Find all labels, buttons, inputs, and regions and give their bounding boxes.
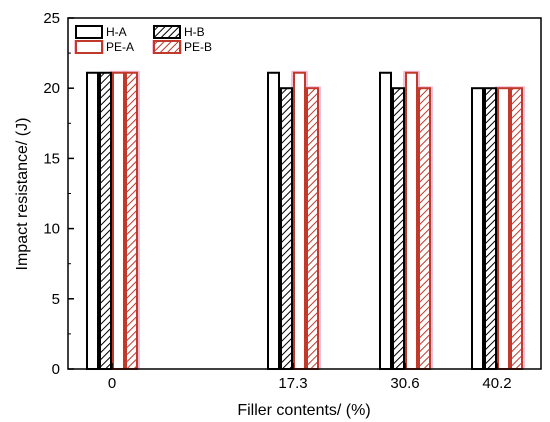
x-tick-label: 30.6 xyxy=(390,375,419,392)
bar-pe-a-0 xyxy=(112,71,125,370)
legend-label-h-b: H-B xyxy=(184,25,205,39)
bar-pe-a-30-6 xyxy=(405,71,418,370)
legend-swatch-h-a xyxy=(75,25,103,39)
bar-h-b-40-2 xyxy=(484,87,497,370)
bar-h-a-0 xyxy=(86,71,99,370)
bar-pe-b-0 xyxy=(125,71,138,370)
bar-h-b-0 xyxy=(99,71,112,370)
legend-label-h-a: H-A xyxy=(106,25,127,39)
bar-pe-b-17-3 xyxy=(306,87,319,370)
y-axis-title: Impact resistance/ (J) xyxy=(14,118,31,271)
bar-h-a-40-2 xyxy=(471,87,484,370)
legend-label-pe-a: PE-A xyxy=(106,40,134,54)
y-tick-label: 15 xyxy=(43,150,60,167)
x-axis-title: Filler contents/ (%) xyxy=(237,402,370,419)
legend-swatch-pe-b xyxy=(153,40,181,54)
bar-h-b-30-6 xyxy=(392,87,405,370)
y-tick-label: 0 xyxy=(52,361,60,378)
y-tick-label: 25 xyxy=(43,10,60,27)
legend-swatch-h-b xyxy=(153,25,181,39)
bar-h-a-30-6 xyxy=(379,71,392,370)
legend-label-pe-b: PE-B xyxy=(184,40,212,54)
y-tick-label: 5 xyxy=(52,291,60,308)
legend: H-A H-B PE-A PE-B xyxy=(74,25,212,54)
bars-layer xyxy=(86,71,523,370)
y-tick-label: 20 xyxy=(43,80,60,97)
y-tick-label: 10 xyxy=(43,221,60,238)
bar-h-b-17-3 xyxy=(280,87,293,370)
bar-h-a-17-3 xyxy=(267,71,280,370)
x-tick-label: 17.3 xyxy=(278,375,307,392)
bar-pe-a-17-3 xyxy=(293,71,306,370)
x-tick-label: 0 xyxy=(108,375,116,392)
bar-pe-a-40-2 xyxy=(497,87,510,370)
legend-swatch-pe-a xyxy=(75,40,103,54)
x-tick-label: 40.2 xyxy=(482,375,511,392)
axes-layer: 0 5 10 15 20 25 0 17.3 30.6 40.2 xyxy=(43,10,542,392)
bar-pe-b-30-6 xyxy=(418,87,431,370)
bar-pe-b-40-2 xyxy=(510,87,523,370)
